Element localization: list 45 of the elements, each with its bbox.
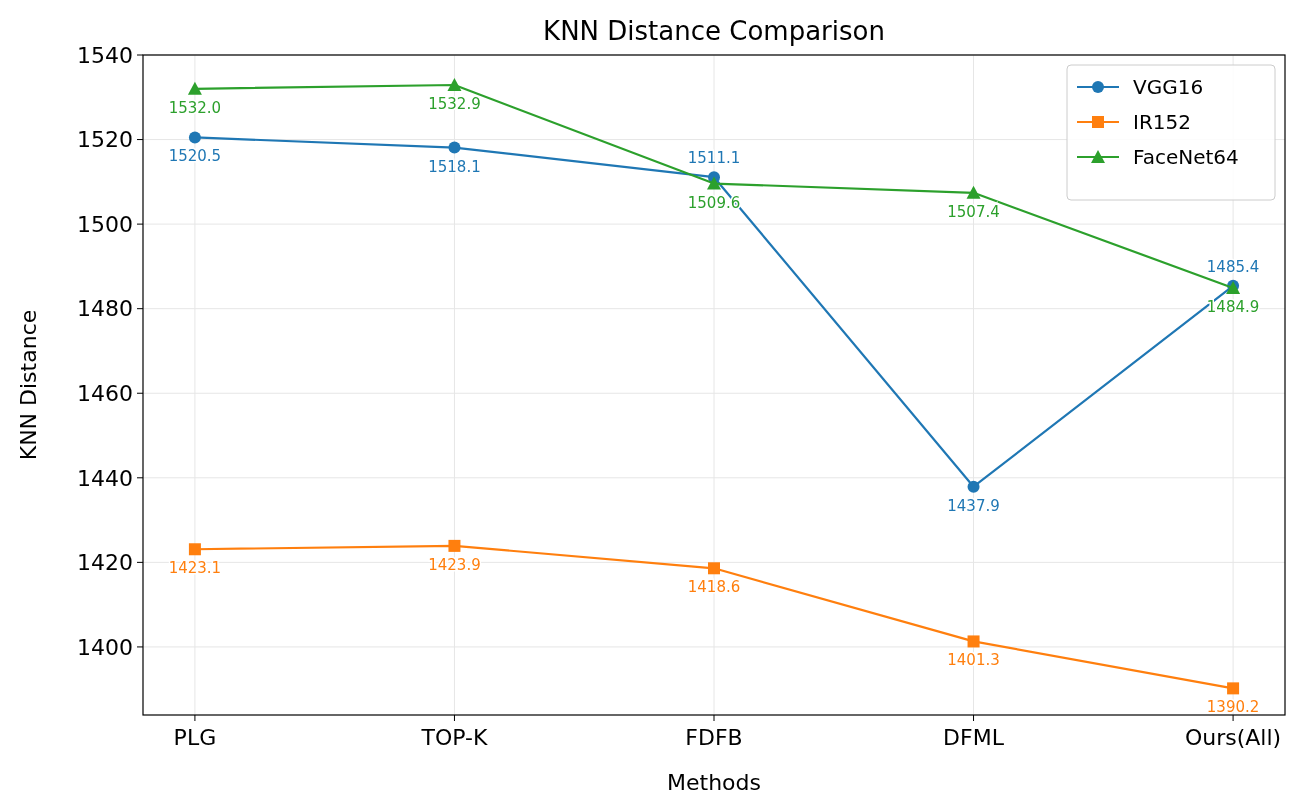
data-label: 1423.9	[428, 555, 481, 574]
legend-label: FaceNet64	[1133, 145, 1239, 169]
y-tick-label: 1480	[77, 296, 133, 322]
y-tick-label: 1500	[77, 211, 133, 237]
point	[448, 141, 461, 154]
point	[707, 176, 721, 190]
y-tick-label: 1440	[77, 465, 133, 491]
x-tick-label: TOP-K	[420, 725, 488, 750]
data-label: 1532.9	[428, 95, 481, 114]
data-label: 1532.0	[168, 98, 222, 117]
legend-label: VGG16	[1133, 75, 1204, 99]
data-label: 1518.1	[428, 157, 481, 176]
point	[187, 81, 202, 95]
point	[448, 539, 461, 552]
x-tick-label: PLG	[173, 725, 217, 750]
data-label: 1520.5	[168, 147, 222, 166]
data-label: 1437.9	[947, 496, 1000, 515]
x-axis-title: Methods	[667, 770, 761, 795]
y-tick-label: 1540	[77, 42, 133, 68]
y-axis-title: KNN Distance	[16, 309, 41, 461]
chart-title: KNN Distance Comparison	[543, 16, 885, 46]
x-tick-label: DFML	[943, 725, 1005, 750]
y-tick-label: 1400	[77, 634, 133, 660]
data-label: 1423.1	[168, 559, 222, 578]
point	[188, 543, 201, 556]
x-tick-label: Ours(All)	[1184, 725, 1282, 750]
y-tick-label: 1420	[77, 550, 133, 576]
x-tick-label: FDFB	[685, 725, 743, 750]
point	[966, 185, 981, 199]
data-label: 1485.4	[1206, 257, 1260, 276]
y-tick-label: 1460	[77, 380, 133, 406]
data-label: 1484.9	[1206, 297, 1260, 316]
y-tick-label: 1520	[77, 127, 133, 153]
legend-label: IR152	[1133, 110, 1191, 134]
point	[1227, 682, 1240, 695]
point	[188, 131, 201, 144]
data-label: 1401.3	[947, 651, 1000, 670]
point	[967, 480, 980, 493]
point	[967, 635, 980, 648]
data-label: 1507.4	[947, 202, 1000, 221]
point	[447, 78, 462, 92]
data-label: 1390.2	[1206, 698, 1260, 717]
data-label: 1418.6	[687, 578, 741, 597]
point	[708, 562, 720, 575]
data-label: 1511.1	[687, 149, 741, 168]
